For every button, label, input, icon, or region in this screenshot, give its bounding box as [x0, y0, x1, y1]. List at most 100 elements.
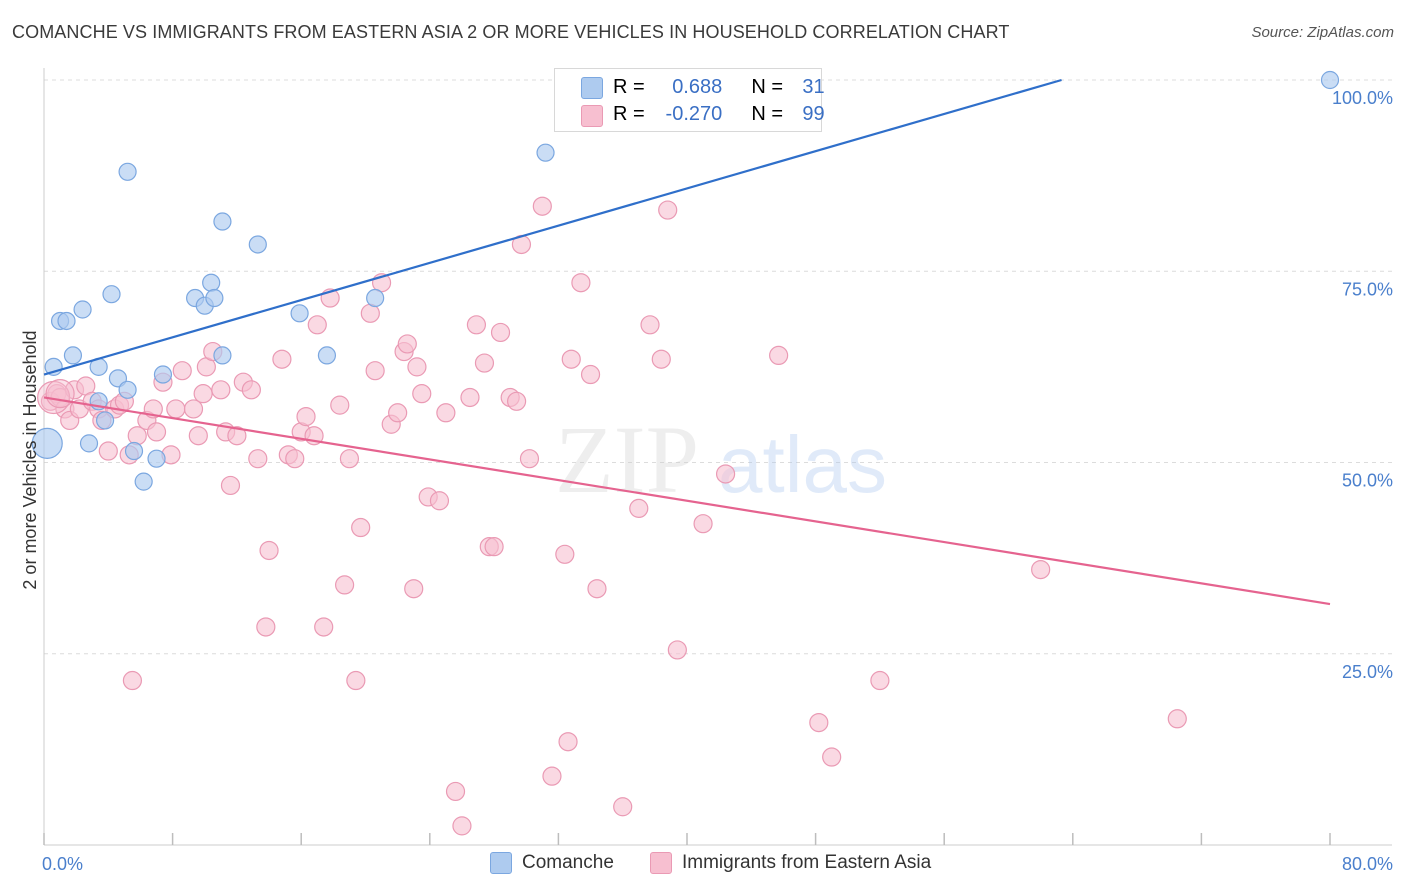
point-immigrants [241, 380, 261, 400]
watermark: ZIP atlas [555, 406, 887, 513]
legend-swatch-comanche [490, 852, 512, 874]
legend-n-value: 99 [802, 103, 825, 125]
y-tick-label: 75.0% [1342, 279, 1393, 299]
point-comanche [213, 346, 232, 365]
legend-label-immigrants: Immigrants from Eastern Asia [682, 852, 932, 873]
point-immigrants [658, 200, 678, 220]
point-immigrants [314, 617, 334, 637]
point-immigrants [259, 540, 279, 561]
point-immigrants [519, 449, 540, 469]
point-comanche [153, 365, 173, 384]
watermark-zip: ZIP [555, 406, 699, 513]
point-immigrants [558, 732, 578, 752]
legend-label-comanche: Comanche [522, 852, 614, 873]
point-immigrants [561, 349, 581, 369]
point-immigrants [45, 379, 75, 409]
stats-legend: R = 0.688 N = 31 R = -0.270 N = 99 [554, 68, 825, 132]
point-immigrants [412, 384, 432, 404]
trend-line-comanche [43, 78, 1062, 376]
point-immigrants [330, 395, 350, 415]
point-comanche [57, 311, 76, 331]
point-immigrants [870, 670, 890, 691]
point-comanche [1320, 70, 1340, 90]
tick-labels: 25.0% 50.0% 75.0% 100.0% 0.0% 80.0% [42, 88, 1393, 874]
point-immigrants [769, 345, 789, 365]
point-immigrants [388, 403, 408, 423]
point-immigrants [193, 384, 213, 404]
y-tick-label: 100.0% [1332, 88, 1393, 108]
series-immigrants-points [37, 196, 1187, 836]
point-immigrants [307, 315, 327, 335]
point-comanche [213, 212, 232, 231]
gridlines [44, 79, 1392, 655]
point-immigrants [407, 357, 427, 377]
point-comanche [536, 143, 555, 162]
trend-line-immigrants [43, 396, 1331, 606]
legend-row-comanche: R = 0.688 N = 31 [613, 76, 825, 99]
legend-item-comanche: Comanche [490, 852, 614, 874]
legend-swatch-immigrants [581, 105, 603, 127]
point-immigrants [220, 475, 241, 496]
point-immigrants [445, 781, 466, 802]
point-immigrants [188, 426, 208, 446]
point-comanche [134, 472, 153, 491]
legend-swatch-immigrants [650, 852, 672, 874]
x-tick-label: 80.0% [1342, 854, 1393, 874]
point-comanche [102, 285, 121, 304]
point-comanche [366, 288, 385, 308]
point-immigrants [183, 399, 204, 419]
point-comanche [317, 346, 337, 365]
point-immigrants [339, 449, 360, 469]
trend-lines [43, 78, 1331, 606]
point-immigrants [542, 766, 562, 786]
point-immigrants [474, 353, 495, 373]
legend-row-immigrants: R = -0.270 N = 99 [613, 103, 825, 126]
point-comanche [248, 235, 267, 254]
point-immigrants [715, 464, 736, 484]
point-immigrants [651, 349, 671, 369]
point-immigrants [256, 617, 276, 637]
point-immigrants [822, 747, 842, 767]
source-note: Source: ZipAtlas.com [1251, 24, 1394, 41]
point-immigrants [571, 273, 591, 293]
point-immigrants [1031, 559, 1051, 580]
y-axis-title: 2 or more Vehicles in Household [20, 330, 40, 589]
point-immigrants [127, 426, 147, 446]
point-comanche [290, 304, 309, 323]
point-comanche [118, 162, 137, 181]
point-immigrants [351, 517, 371, 538]
point-immigrants [122, 670, 143, 691]
point-immigrants [507, 391, 527, 411]
legend-r-label: R = [613, 76, 645, 98]
point-immigrants [296, 407, 316, 427]
point-immigrants [1167, 709, 1187, 729]
point-immigrants [360, 303, 380, 323]
point-immigrants [587, 579, 607, 599]
y-tick-label: 50.0% [1342, 471, 1393, 491]
point-immigrants [484, 537, 504, 557]
legend-item-immigrants: Immigrants from Eastern Asia [650, 852, 931, 874]
legend-r-value: -0.270 [665, 103, 723, 125]
point-immigrants [365, 361, 385, 381]
point-immigrants [211, 380, 231, 400]
point-immigrants [166, 399, 186, 419]
point-immigrants [227, 426, 247, 446]
watermark-atlas: atlas [718, 420, 887, 509]
point-immigrants [335, 575, 355, 595]
point-comanche [63, 346, 83, 365]
point-immigrants [580, 364, 601, 385]
point-immigrants [640, 315, 660, 335]
point-comanche [147, 449, 166, 468]
point-comanche [124, 441, 144, 461]
point-immigrants [555, 544, 575, 564]
point-immigrants [452, 816, 472, 836]
legend-n-label: N = [751, 103, 784, 125]
point-immigrants [172, 361, 192, 381]
point-immigrants [404, 579, 424, 599]
point-immigrants [490, 322, 511, 343]
point-comanche [118, 380, 137, 399]
legend-r-label: R = [613, 103, 645, 125]
point-immigrants [613, 797, 633, 817]
point-comanche [95, 411, 115, 430]
